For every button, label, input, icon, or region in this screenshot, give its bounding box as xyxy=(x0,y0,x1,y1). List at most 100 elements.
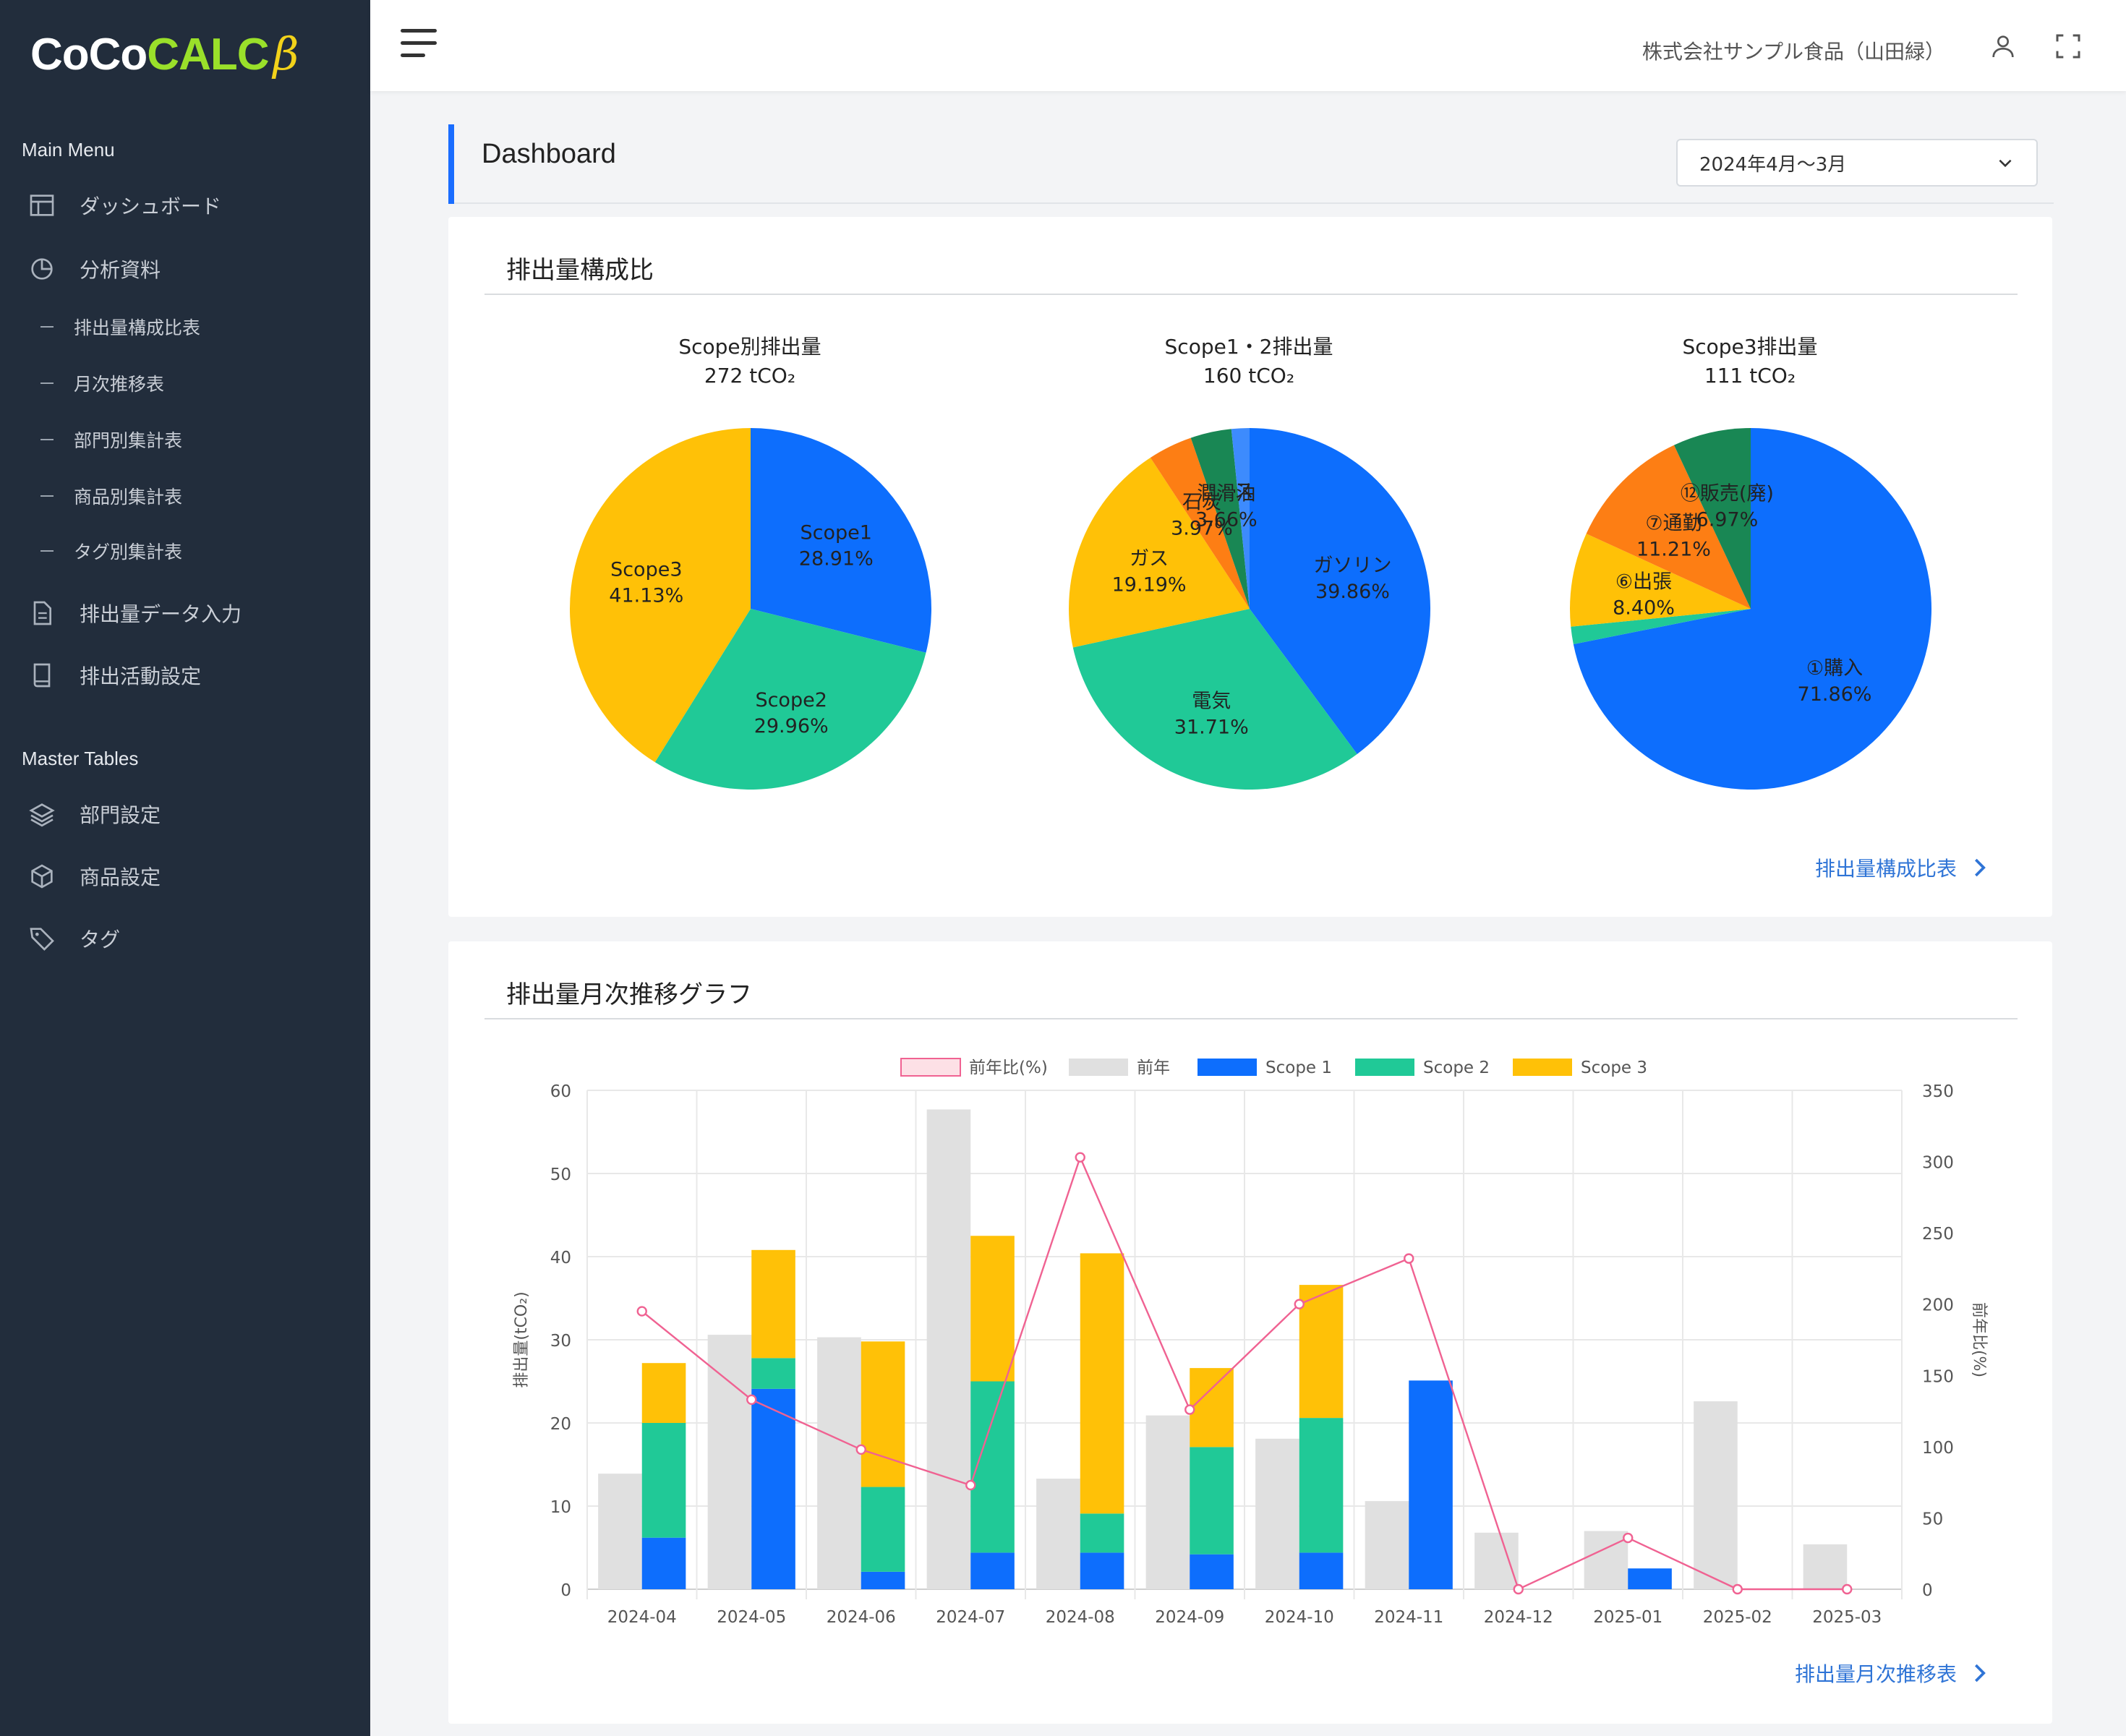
sidebar-item-tags[interactable]: タグ xyxy=(27,918,120,959)
bar-scope-2[interactable] xyxy=(861,1487,905,1572)
user-icon[interactable] xyxy=(1989,32,2018,61)
bar-scope-3[interactable] xyxy=(751,1249,795,1359)
sidebar-subitem-product[interactable]: 商品別集計表 xyxy=(40,479,182,513)
pie-slice[interactable] xyxy=(1072,609,1357,790)
bar-scope-2[interactable] xyxy=(751,1358,795,1389)
bar-scope-2[interactable] xyxy=(641,1423,686,1538)
pie-slice[interactable] xyxy=(1586,445,1751,609)
app-logo[interactable]: CoCoCALCβ xyxy=(30,27,299,80)
hamburger-menu-icon[interactable] xyxy=(401,29,437,58)
bar-previous-year[interactable] xyxy=(1694,1401,1738,1589)
bar-scope-3[interactable] xyxy=(861,1341,905,1487)
bar-scope-2[interactable] xyxy=(1080,1513,1124,1553)
bar-scope-1[interactable] xyxy=(1409,1380,1453,1589)
y-tick-label: 10 xyxy=(550,1498,571,1517)
yoy-point[interactable] xyxy=(1294,1299,1305,1309)
pie-slice[interactable] xyxy=(1069,457,1250,648)
pie-slice[interactable] xyxy=(1250,428,1430,754)
bar-scope-3[interactable] xyxy=(970,1236,1015,1382)
pie-slice[interactable] xyxy=(1573,428,1931,790)
bar-previous-year[interactable] xyxy=(817,1337,861,1589)
pie-slice[interactable] xyxy=(1231,428,1250,609)
bar-scope-2[interactable] xyxy=(970,1381,1015,1553)
pie-slice-label: ガソリン xyxy=(1313,555,1391,577)
sidebar-item-data-entry[interactable]: 排出量データ入力 xyxy=(27,593,242,633)
bar-previous-year[interactable] xyxy=(1803,1544,1848,1589)
sidebar-subitem-department[interactable]: 部門別集計表 xyxy=(40,422,182,457)
yoy-point[interactable] xyxy=(1184,1404,1195,1415)
pie-slice-label: ⑥出張 xyxy=(1615,570,1672,593)
bar-previous-year[interactable] xyxy=(1255,1438,1299,1589)
bar-scope-3[interactable] xyxy=(1190,1368,1234,1448)
legend-label[interactable]: 前年 xyxy=(1137,1059,1170,1077)
monthly-card-title: 排出量月次推移グラフ xyxy=(506,980,752,1009)
sidebar-item-activity-settings[interactable]: 排出活動設定 xyxy=(27,655,201,696)
sidebar-item-product-settings[interactable]: 商品設定 xyxy=(27,856,161,897)
pie-slice[interactable] xyxy=(1571,609,1751,645)
pie-slice[interactable] xyxy=(654,609,926,790)
yoy-point[interactable] xyxy=(965,1479,976,1491)
sidebar-subitem-tag[interactable]: タグ別集計表 xyxy=(40,534,182,568)
fullscreen-icon[interactable] xyxy=(2054,32,2083,61)
pie-slice[interactable] xyxy=(1150,437,1250,609)
bar-previous-year[interactable] xyxy=(1474,1532,1519,1589)
period-select[interactable]: 2024年4月〜3月 xyxy=(1676,139,2038,187)
dash-icon xyxy=(40,382,54,384)
bar-scope-3[interactable] xyxy=(1080,1253,1124,1514)
yoy-point[interactable] xyxy=(1842,1583,1853,1595)
yoy-point[interactable] xyxy=(1623,1532,1634,1544)
legend-label[interactable]: Scope 3 xyxy=(1581,1059,1647,1077)
bar-scope-2[interactable] xyxy=(1190,1447,1234,1555)
bar-scope-1[interactable] xyxy=(1190,1554,1234,1589)
page-title: Dashboard xyxy=(482,139,616,169)
bar-previous-year[interactable] xyxy=(1036,1479,1080,1589)
dash-icon xyxy=(40,439,54,440)
yoy-point[interactable] xyxy=(1075,1152,1085,1163)
bar-scope-1[interactable] xyxy=(1299,1552,1344,1589)
yoy-point[interactable] xyxy=(1732,1583,1743,1595)
bar-previous-year[interactable] xyxy=(1145,1415,1190,1589)
bar-scope-3[interactable] xyxy=(641,1363,686,1423)
yoy-point[interactable] xyxy=(1404,1253,1414,1264)
pie-slice[interactable] xyxy=(1570,534,1751,627)
bar-previous-year[interactable] xyxy=(1584,1531,1628,1590)
pie-slice-value: 11.21% xyxy=(1636,538,1711,560)
sidebar-subitem-label: タグ別集計表 xyxy=(74,542,183,563)
bar-scope-1[interactable] xyxy=(1628,1568,1672,1589)
y2-tick-label: 0 xyxy=(1922,1581,1933,1600)
bar-scope-1[interactable] xyxy=(751,1388,795,1589)
pie-slice[interactable] xyxy=(1190,429,1250,609)
bar-scope-2[interactable] xyxy=(1299,1418,1344,1553)
bar-previous-year[interactable] xyxy=(1365,1501,1409,1589)
sidebar-item-analysis[interactable]: 分析資料 xyxy=(27,249,161,289)
monthly-table-link[interactable]: 排出量月次推移表 xyxy=(1795,1659,1987,1688)
composition-table-link[interactable]: 排出量構成比表 xyxy=(1815,853,1987,882)
sidebar-item-department-settings[interactable]: 部門設定 xyxy=(27,794,161,834)
title-accent-bar xyxy=(448,124,454,204)
bar-scope-1[interactable] xyxy=(1080,1552,1124,1589)
bar-scope-3[interactable] xyxy=(1299,1285,1344,1419)
pie-slice[interactable] xyxy=(570,428,751,763)
legend-label[interactable]: Scope 2 xyxy=(1423,1059,1490,1077)
bar-scope-1[interactable] xyxy=(861,1571,905,1589)
sidebar-subitem-monthly[interactable]: 月次推移表 xyxy=(40,366,164,401)
yoy-line-path xyxy=(641,1155,1848,1591)
bar-previous-year[interactable] xyxy=(926,1109,971,1589)
bar-previous-year[interactable] xyxy=(707,1335,752,1589)
pie-slice[interactable] xyxy=(1673,428,1751,609)
legend-label[interactable]: 前年比(%) xyxy=(969,1059,1048,1077)
bar-scope-1[interactable] xyxy=(641,1537,686,1589)
yoy-point[interactable] xyxy=(1513,1583,1524,1595)
sidebar-subitem-composition[interactable]: 排出量構成比表 xyxy=(40,309,200,344)
x-tick-label: 2024-10 xyxy=(1265,1608,1334,1627)
yoy-point[interactable] xyxy=(746,1394,757,1405)
pie-slice[interactable] xyxy=(751,428,931,653)
legend-label[interactable]: Scope 1 xyxy=(1265,1059,1332,1077)
bar-scope-1[interactable] xyxy=(970,1552,1015,1589)
sidebar-item-dashboard[interactable]: ダッシュボード xyxy=(27,185,221,226)
sidebar: CoCoCALCβ Main Menu ダッシュボード 分析資料 排出量構成比表… xyxy=(0,0,370,1736)
yoy-point[interactable] xyxy=(636,1306,647,1317)
yoy-point[interactable] xyxy=(855,1444,866,1455)
pie-chart: ガソリン 39.86% 電気 31.71% ガス 19.19% 石炭 3.97% 潤滑油 3.66… xyxy=(1069,428,1430,790)
bar-previous-year[interactable] xyxy=(598,1474,642,1589)
